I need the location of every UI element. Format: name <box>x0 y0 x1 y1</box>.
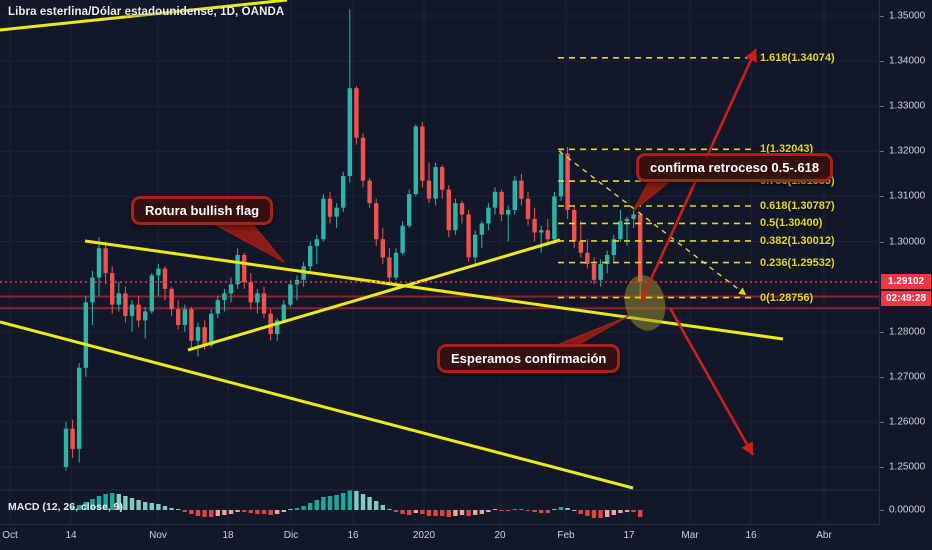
price-tick-label: 1.33000 <box>889 100 926 112</box>
highlight-ellipse[interactable] <box>620 271 671 334</box>
price-tick-label: 1.34000 <box>889 55 926 67</box>
price-tick-label: 1.28000 <box>889 326 926 338</box>
candles <box>63 9 643 471</box>
support-zone-lines[interactable] <box>0 295 880 310</box>
time-tick-label: 16 <box>745 530 757 541</box>
current-price-badge: 1.29102 <box>881 274 931 289</box>
price-tick-label: 1.32000 <box>889 145 926 157</box>
axis-tick <box>880 510 884 511</box>
time-axis[interactable]: Oct 14 Nov 18 Dic 16 2020 20 Feb 17 Mar 16 Abr <box>0 524 880 550</box>
axis-tick <box>880 422 884 423</box>
axis-tick <box>880 196 884 197</box>
fib-level-label: 0(1.28756) <box>760 291 814 304</box>
fib-level-label: 1.618(1.34074) <box>760 51 835 64</box>
axis-tick <box>880 332 884 333</box>
price-axis[interactable]: 1.29102 02:49:28 1.35000 1.34000 1.33000 1.… <box>879 0 932 550</box>
time-tick-label: Feb <box>557 530 575 541</box>
price-tick-label: 1.26000 <box>889 416 926 428</box>
time-tick-label: Mar <box>681 530 699 541</box>
price-tick-label: 1.27000 <box>889 371 926 383</box>
fib-level-label: 0.382(1.30012) <box>760 234 835 247</box>
projection-arrows[interactable] <box>639 48 758 456</box>
price-tick-label: 1.30000 <box>889 236 926 248</box>
axis-tick <box>880 151 884 152</box>
annotation-rotura-bullish-flag[interactable]: Rotura bullish flag <box>131 196 274 225</box>
macd-indicator-label[interactable]: MACD (12, 26, close, 9) <box>8 501 123 513</box>
axis-tick <box>880 467 884 468</box>
time-tick-label: Oct <box>2 530 18 541</box>
bar-countdown-badge: 02:49:28 <box>881 291 931 306</box>
fib-level-label: 0.618(1.30787) <box>760 200 835 212</box>
price-tick-label: 1.31000 <box>889 190 926 202</box>
time-tick-label: 2020 <box>412 530 436 541</box>
time-tick-label: 20 <box>494 530 506 541</box>
time-tick-label: Nov <box>149 530 167 541</box>
axis-tick <box>880 61 884 62</box>
time-tick-label: 17 <box>623 530 635 541</box>
trend-lines[interactable] <box>0 0 784 490</box>
axis-tick <box>880 16 884 17</box>
fib-level-label: 0.5(1.30400) <box>760 217 823 230</box>
macd-histogram <box>63 490 643 518</box>
time-tick-label: Abr <box>816 530 832 541</box>
fib-level-label: 1(1.32043) <box>760 143 814 156</box>
fib-retracement[interactable] <box>558 56 752 299</box>
annotation-esperamos-confirmacion[interactable]: Esperamos confirmación <box>437 344 621 373</box>
time-tick-label: 16 <box>347 530 359 541</box>
symbol-title[interactable]: Libra esterlina/Dólar estadounidense, 1D… <box>8 6 285 18</box>
time-tick-label: 18 <box>222 530 234 541</box>
axis-tick <box>880 106 884 107</box>
axis-tick <box>880 377 884 378</box>
time-tick-label: 14 <box>65 530 77 541</box>
fib-level-label: 0.236(1.29532) <box>760 256 835 269</box>
axis-tick <box>880 242 884 243</box>
time-tick-label: Dic <box>283 530 299 541</box>
price-tick-label: 1.35000 <box>889 10 926 22</box>
annotation-confirma-retroceso[interactable]: confirma retroceso 0.5-.618 <box>636 153 834 182</box>
price-tick-label: 1.25000 <box>889 461 926 473</box>
price-tick-label: 0.00000 <box>889 504 926 516</box>
